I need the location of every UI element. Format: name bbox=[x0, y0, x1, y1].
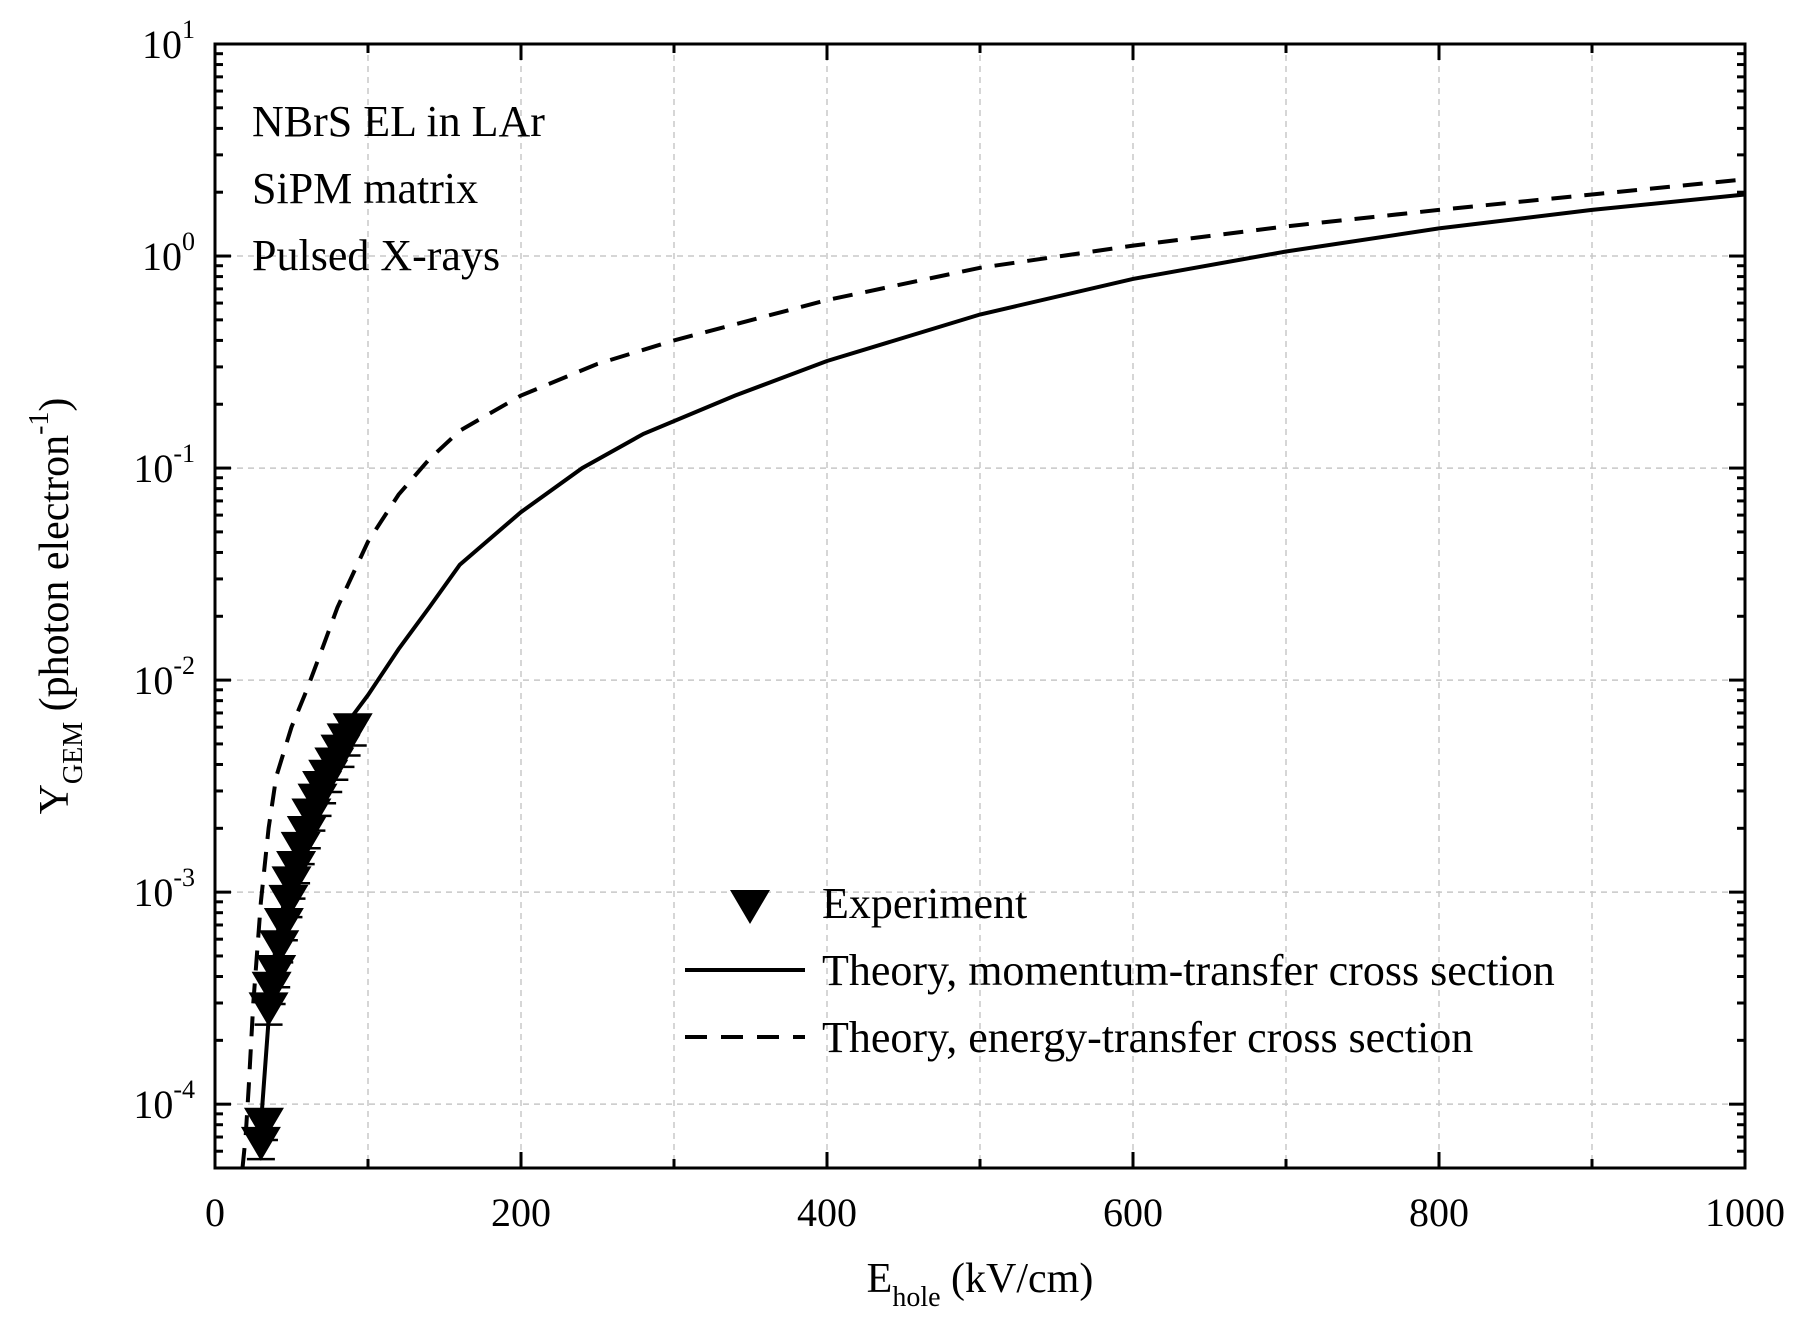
annotation-block: NBrS EL in LAr SiPM matrix Pulsed X-rays bbox=[252, 97, 545, 280]
x-axis-title-main: E bbox=[867, 1256, 893, 1302]
x-tick-label: 400 bbox=[797, 1190, 857, 1235]
y-axis-title: YGEM (photon electron-1) bbox=[24, 398, 89, 815]
curve-energy-transfer bbox=[240, 177, 1746, 1169]
y-tick-label: 10-4 bbox=[133, 1075, 195, 1127]
y-axis-title-main: Y bbox=[32, 784, 78, 814]
legend-label-experiment: Experiment bbox=[822, 879, 1027, 928]
experiment-point bbox=[248, 992, 289, 1027]
grid-lines bbox=[215, 44, 1745, 1168]
experiment-markers bbox=[240, 713, 373, 1161]
experiment-point bbox=[276, 850, 317, 885]
experiment-point bbox=[268, 884, 309, 919]
y-axis-title-sup: -1 bbox=[24, 412, 55, 435]
x-tick-label: 1000 bbox=[1705, 1190, 1785, 1235]
plot-frame bbox=[213, 42, 1747, 1170]
legend-marker-experiment bbox=[730, 890, 770, 924]
experiment-point bbox=[240, 1126, 281, 1161]
annotation-line-3: Pulsed X-rays bbox=[252, 231, 500, 280]
legend-label-energy: Theory, energy-transfer cross section bbox=[822, 1013, 1473, 1062]
tick-labels: 0 200 400 600 800 1000 10-4 10-3 10-2 10-1 100 101 bbox=[133, 15, 1785, 1235]
y-axis-title-unit: (photon electron bbox=[32, 435, 78, 722]
experiment-point bbox=[332, 713, 373, 748]
x-tick-label: 800 bbox=[1409, 1190, 1469, 1235]
y-tick-label: 10-2 bbox=[133, 651, 195, 703]
legend-label-momentum: Theory, momentum-transfer cross section bbox=[822, 946, 1555, 995]
y-tick-label: 10-1 bbox=[133, 439, 195, 491]
y-tick-label: 101 bbox=[142, 15, 195, 67]
experiment-point bbox=[286, 816, 327, 851]
y-tick-label: 100 bbox=[142, 227, 195, 279]
x-tick-label: 200 bbox=[491, 1190, 551, 1235]
x-axis-title-sub: hole bbox=[892, 1282, 940, 1313]
y-axis-title-close: ) bbox=[32, 398, 78, 412]
experiment-point bbox=[251, 971, 292, 1006]
annotation-line-2: SiPM matrix bbox=[252, 164, 478, 213]
y-tick-label: 10-3 bbox=[133, 863, 195, 915]
annotation-line-1: NBrS EL in LAr bbox=[252, 97, 545, 146]
experiment-point bbox=[259, 930, 300, 965]
x-tick-label: 0 bbox=[205, 1190, 225, 1235]
x-axis-title-unit: (kV/cm) bbox=[941, 1256, 1094, 1302]
x-tick-label: 600 bbox=[1103, 1190, 1163, 1235]
experiment-point bbox=[243, 1107, 284, 1142]
y-axis-title-sub: GEM bbox=[58, 722, 89, 784]
legend: Experiment Theory, momentum-transfer cro… bbox=[685, 879, 1555, 1062]
x-axis-title: Ehole (kV/cm) bbox=[867, 1256, 1094, 1313]
